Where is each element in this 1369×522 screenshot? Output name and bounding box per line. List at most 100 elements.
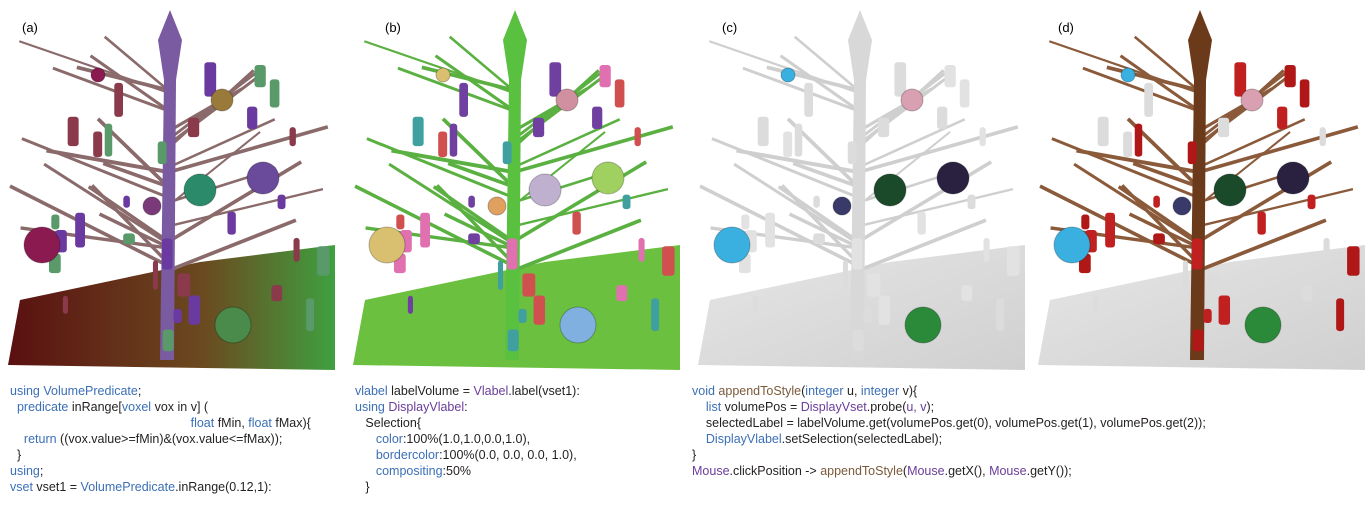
ball [184, 174, 216, 206]
code-token: labelVolume = [388, 384, 474, 398]
ball [1054, 227, 1090, 263]
code-line: list volumePos = DisplayVset.probe(u, v)… [692, 399, 1206, 415]
code-token: VolumePredicate [81, 480, 176, 494]
code-token: return [24, 432, 57, 446]
code-line: } [692, 447, 1206, 463]
ornament [1336, 298, 1344, 331]
ornament [741, 214, 749, 229]
panel-label: (d) [1058, 20, 1074, 35]
code-token [355, 432, 376, 446]
ball [369, 227, 405, 263]
code-token: .label(vset1): [508, 384, 580, 398]
ornament [1192, 239, 1203, 270]
ball [24, 227, 60, 263]
code-token: Selection{ [355, 416, 421, 430]
ornament [522, 273, 535, 296]
ornament [468, 196, 475, 208]
ornament [804, 83, 813, 117]
ornament [945, 65, 956, 87]
code-token: } [355, 480, 370, 494]
ornament [163, 329, 174, 351]
code-token: appendToStyle [718, 384, 801, 398]
ornament [174, 309, 182, 323]
ornament [623, 195, 631, 210]
ornament [503, 141, 512, 164]
code-token: integer [861, 384, 899, 398]
ornament [765, 213, 775, 248]
code-token: vlabel [355, 384, 388, 398]
ornament [459, 83, 468, 117]
ball [874, 174, 906, 206]
code-token: ); [927, 400, 935, 414]
code-token: vox in v] ( [151, 400, 208, 414]
code-token: .getY()); [1027, 464, 1072, 478]
ornament [813, 196, 820, 208]
code-token: using VolumePredicate [10, 384, 138, 398]
ornament [813, 233, 825, 244]
ornament [306, 298, 314, 331]
branch [19, 41, 168, 92]
rendering [1038, 10, 1365, 370]
code-token: voxel [122, 400, 151, 414]
ornament [508, 329, 519, 351]
ornament [1123, 132, 1132, 158]
ornament [1301, 285, 1312, 301]
ball [714, 227, 750, 263]
ornament [1098, 117, 1109, 146]
code-token: .setSelection(selectedLabel); [782, 432, 943, 446]
code-token: Vlabel [474, 384, 509, 398]
ornament [1257, 212, 1265, 235]
code-token: :50% [443, 464, 472, 478]
ornament [247, 107, 257, 129]
figure: (a) (b) (c) (d) using VolumePredicate; p… [0, 0, 1369, 522]
code-line: Selection{ [355, 415, 580, 431]
code-token: Mouse [989, 464, 1027, 478]
ornament [1007, 246, 1019, 275]
ornament [1308, 195, 1316, 210]
code-token [692, 432, 706, 446]
rendering [353, 10, 680, 370]
code-token: vset [10, 480, 33, 494]
ornament [294, 238, 300, 262]
ornament [270, 79, 280, 107]
renderings: (a) (b) (c) (d) [0, 0, 1369, 375]
ornament [960, 79, 970, 107]
ornament [917, 212, 925, 235]
code-token: void [692, 384, 715, 398]
ornament [616, 285, 627, 301]
ornament [635, 127, 641, 146]
ornament [317, 246, 329, 275]
code-line: } [10, 447, 311, 463]
ornament [1219, 295, 1230, 324]
ball [215, 307, 251, 343]
ball [833, 197, 851, 215]
ball [1214, 174, 1246, 206]
code-token: bordercolor [376, 448, 439, 462]
ornament [278, 195, 286, 210]
ornament [852, 239, 863, 270]
code-token: Mouse [692, 464, 730, 478]
ornament [227, 212, 235, 235]
ornament [1320, 127, 1326, 146]
code-token: :100%(0.0, 0.0, 0.0, 1.0), [439, 448, 577, 462]
panel-label: (b) [385, 20, 401, 35]
ball [1241, 89, 1263, 111]
ornament [848, 141, 857, 164]
code-line: bordercolor:100%(0.0, 0.0, 0.0, 1.0), [355, 447, 580, 463]
ornament [93, 132, 102, 158]
panel-label: (a) [22, 20, 38, 35]
panel-label: (c) [722, 20, 737, 35]
code-line: Mouse.clickPosition -> appendToStyle(Mou… [692, 463, 1206, 479]
code-token: fMin, [214, 416, 248, 430]
branch [709, 41, 858, 92]
ornament [290, 127, 296, 146]
code-token: DisplayVlabel [706, 432, 782, 446]
branch [1122, 185, 1198, 263]
code-token: using [355, 400, 385, 414]
ball [91, 68, 105, 82]
ornament [572, 212, 580, 235]
ornament [1347, 246, 1359, 275]
ornament [1153, 233, 1165, 244]
code-block: void appendToStyle(integer u, integer v)… [692, 383, 1206, 479]
code-line: using VolumePredicate; [10, 383, 311, 399]
